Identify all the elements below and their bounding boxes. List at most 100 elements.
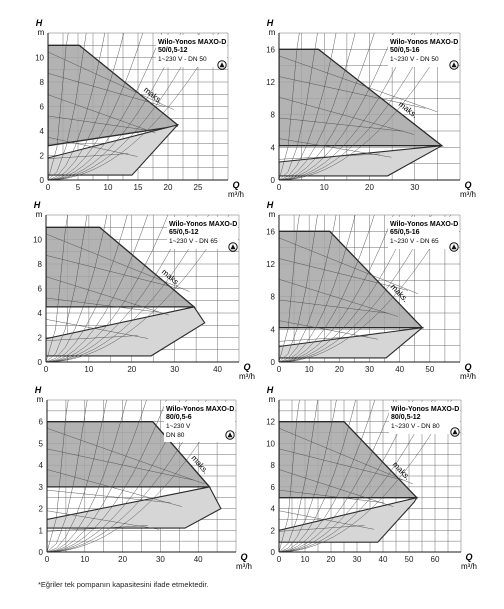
speed-curve xyxy=(47,525,148,532)
x-tick-label: 20 xyxy=(118,555,127,564)
speed-curve xyxy=(279,448,404,481)
speed-curve xyxy=(279,489,384,503)
system-curve xyxy=(46,215,148,362)
speed-curve xyxy=(279,117,403,132)
speed-curve xyxy=(46,276,169,316)
y-tick-label: 12 xyxy=(266,418,275,427)
x-tick-label: 10 xyxy=(80,555,89,564)
system-curve xyxy=(48,33,162,180)
system-curve xyxy=(279,33,413,180)
chart-panel: 0 5 10 15 20 250246810HmQm³/hmaks.Wilo-Yonos … xyxy=(35,18,244,199)
y-tick-label: 6 xyxy=(38,285,43,294)
pump-arrow-icon xyxy=(219,62,225,68)
y-tick-label: 12 xyxy=(266,78,275,87)
speed-curve xyxy=(48,153,129,159)
model-variant: 80/0,5-6 xyxy=(166,414,192,421)
y-tick-label: 4 xyxy=(39,461,44,470)
system-curve xyxy=(279,33,318,180)
legend-box xyxy=(156,35,227,67)
pump-arrow-icon xyxy=(451,244,457,250)
x-axis-unit: m³/h xyxy=(239,372,255,381)
speed-curve xyxy=(46,335,138,341)
system-curve xyxy=(279,215,413,362)
system-curve xyxy=(279,400,337,552)
speed-curve xyxy=(279,525,365,532)
system-curve xyxy=(48,33,143,180)
x-tick-label: 0 xyxy=(44,365,49,374)
speed-curve xyxy=(279,279,398,317)
system-curve xyxy=(279,400,356,552)
x-tick-label: 20 xyxy=(335,365,344,374)
pump-arrow-icon xyxy=(227,432,233,438)
system-curve xyxy=(279,33,375,180)
system-curve xyxy=(279,215,318,362)
x-axis-label: Q xyxy=(232,180,239,190)
supply-spec: 1~230 V xyxy=(166,423,191,430)
system-curve xyxy=(48,33,87,180)
system-curve xyxy=(47,400,187,552)
y-axis-label: H xyxy=(34,200,41,210)
system-curve xyxy=(279,215,375,362)
chart-panel: 0 10 20 30 40 50 60024681012HmQm³/hmaks.Wilo-Y… xyxy=(266,385,477,571)
system-curve xyxy=(48,33,105,180)
speed-curve xyxy=(279,76,426,109)
x-axis-label: Q xyxy=(464,362,471,372)
pump-arrow-icon xyxy=(230,244,236,250)
x-tick-label: 30 xyxy=(353,555,362,564)
y-tick-label: 6 xyxy=(40,103,45,112)
speed-curve xyxy=(279,138,392,158)
x-tick-label: 0 xyxy=(277,183,282,192)
y-tick-label: 6 xyxy=(39,418,44,427)
speed-curve xyxy=(48,94,156,134)
speed-curve xyxy=(279,428,413,485)
y-tick-label: 6 xyxy=(271,483,276,492)
y-tick-label: 0 xyxy=(39,548,44,557)
speed-curve xyxy=(279,153,381,160)
x-axis-unit: m³/h xyxy=(228,190,244,199)
speed-curve xyxy=(279,237,419,294)
min-range-area xyxy=(279,145,443,177)
system-curve xyxy=(279,33,356,180)
legend-box xyxy=(388,35,459,67)
speed-curve xyxy=(46,233,190,292)
model-name: Wilo-Yonos MAXO-D xyxy=(391,406,459,413)
x-axis-unit: m³/h xyxy=(460,372,476,381)
x-tick-label: 20 xyxy=(365,183,374,192)
system-curves xyxy=(279,400,452,552)
speed-curve xyxy=(48,51,174,110)
y-tick-label: 8 xyxy=(271,293,276,302)
speed-curve xyxy=(47,428,205,485)
x-tick-label: 50 xyxy=(405,555,414,564)
x-tick-label: 10 xyxy=(305,365,314,374)
speed-curve xyxy=(47,469,182,507)
operating-range xyxy=(279,48,444,177)
y-tick-label: 16 xyxy=(266,45,275,54)
model-name: Wilo-Yonos MAXO-D xyxy=(158,39,226,46)
y-tick-label: 1 xyxy=(39,526,44,535)
legend-box xyxy=(167,217,238,249)
y-axis-label: H xyxy=(267,200,274,210)
system-curve xyxy=(279,215,394,362)
speed-curve xyxy=(46,319,149,339)
speed-curve xyxy=(279,510,375,530)
footnote: *Eğriler tek pompanın kapasitesini ifade… xyxy=(38,580,209,589)
speed-curve xyxy=(46,255,180,289)
system-curve xyxy=(47,400,88,552)
supply-spec: 1~230 V - DN 65 xyxy=(169,238,218,245)
y-tick-label: 8 xyxy=(38,260,43,269)
y-tick-label: 4 xyxy=(271,325,276,334)
speed-curve xyxy=(48,73,165,107)
system-curve xyxy=(279,33,394,180)
x-tick-label: 20 xyxy=(327,555,336,564)
system-curve xyxy=(279,400,318,552)
y-tick-label: 8 xyxy=(40,78,45,87)
y-tick-label: 4 xyxy=(40,127,45,136)
y-tick-label: 8 xyxy=(271,111,276,120)
x-tick-label: 0 xyxy=(277,365,282,374)
x-tick-label: 50 xyxy=(425,365,434,374)
min-range-area xyxy=(279,496,418,543)
y-tick-label: 12 xyxy=(266,260,275,269)
system-curve xyxy=(279,400,414,552)
